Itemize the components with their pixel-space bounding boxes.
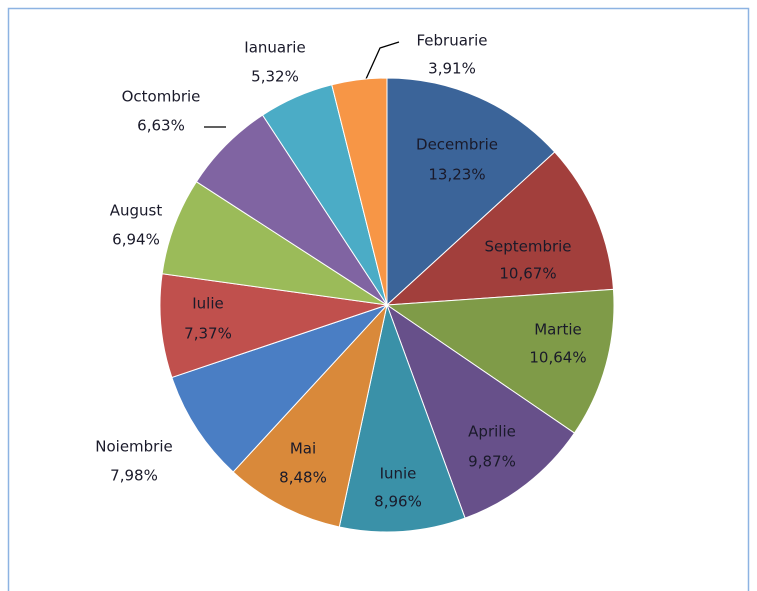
slice-value-label: 8,48%: [279, 469, 327, 487]
pie-slice: [338, 303, 466, 533]
slice-value-label: 3,91%: [428, 60, 476, 78]
slice-label: Septembrie: [484, 238, 571, 256]
slice-label: Februarie: [417, 32, 488, 50]
slice-label: Noiembrie: [95, 438, 173, 456]
pie-slice: [159, 273, 388, 379]
slice-value-label: 6,63%: [137, 117, 185, 135]
pie-slice: [385, 303, 576, 519]
pie-slice: [331, 77, 388, 306]
slice-value-label: 10,64%: [529, 349, 586, 367]
slice-value-label: 5,32%: [251, 68, 299, 86]
slices: [159, 77, 615, 533]
leader-line: [365, 41, 400, 80]
slice-value-label: 13,23%: [428, 166, 485, 184]
slice-value-label: 7,98%: [110, 467, 158, 485]
slice-value-label: 6,94%: [112, 231, 160, 249]
slice-value-label: 10,67%: [499, 265, 556, 283]
pie-slice: [232, 303, 388, 528]
labels: Decembrie 13,23% Septembrie 10,67% Martie 10,…: [95, 32, 586, 511]
chart-frame: [7, 7, 750, 591]
slice-value-label: 9,87%: [468, 453, 516, 471]
slice-label: Ianuarie: [244, 39, 305, 57]
slice-label: Iulie: [192, 295, 224, 313]
slice-value-label: 7,37%: [184, 325, 232, 343]
slice-label: Iunie: [380, 465, 417, 483]
pie-slice: [171, 304, 388, 473]
slice-label: Mai: [290, 440, 316, 458]
pie-slice: [385, 288, 615, 434]
slice-label: Decembrie: [416, 136, 498, 154]
pie-slice: [386, 77, 556, 307]
slice-label: August: [110, 202, 163, 220]
slice-label: Octombrie: [122, 88, 201, 106]
slice-label: Martie: [534, 321, 582, 339]
slice-value-label: 8,96%: [374, 493, 422, 511]
pie-slice: [385, 151, 614, 306]
slice-label: Aprilie: [468, 423, 516, 441]
